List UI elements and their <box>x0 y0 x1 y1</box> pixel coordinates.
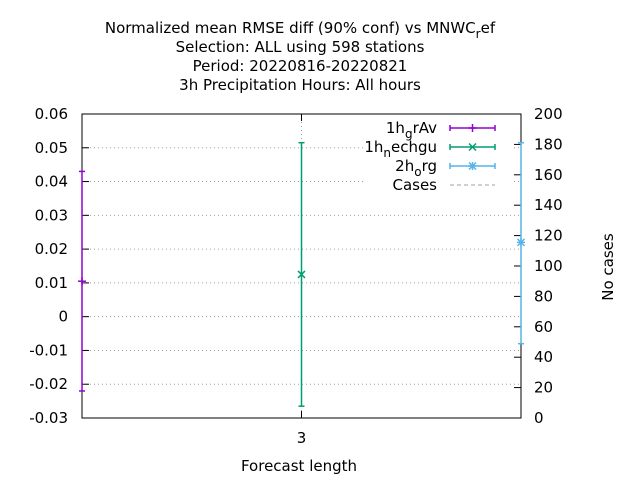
error-bar-1h_nechgu <box>297 141 306 407</box>
legend-label: 2horg <box>395 157 437 179</box>
y-tick-label: 0 <box>58 308 68 326</box>
y2-tick-label: 40 <box>534 348 553 366</box>
y2-tick-label: 100 <box>534 257 563 275</box>
legend-label: 1hnechgu <box>364 138 437 160</box>
legend-swatch <box>449 161 496 171</box>
data-point-marker <box>297 270 306 279</box>
legend-marker <box>468 161 477 171</box>
y2-tick-label: 120 <box>534 227 563 245</box>
y2-tick-label: 180 <box>534 135 563 153</box>
y-tick-label: -0.03 <box>29 409 68 427</box>
chart-title-block: Normalized mean RMSE diff (90% conf) vs … <box>105 19 496 94</box>
chart-title-line: 3h Precipitation Hours: All hours <box>179 76 421 94</box>
y-axis-ticks: -0.03 -0.02 -0.01 0 0.01 0.02 0.03 0.04 0.05 0.06 <box>29 105 89 427</box>
y-tick-label: -0.01 <box>29 341 68 359</box>
legend-marker <box>468 124 477 132</box>
chart-title-line: Period: 20220816-20220821 <box>193 57 408 75</box>
legend-swatch <box>449 124 496 132</box>
y2-tick-label: 20 <box>534 379 553 397</box>
y-tick-label: 0.05 <box>35 139 68 157</box>
chart-title-line: Selection: ALL using 598 stations <box>176 38 425 56</box>
y2-axis-label: No cases <box>599 233 617 301</box>
y-tick-label: 0.02 <box>35 240 68 258</box>
data-point-marker <box>78 277 86 286</box>
y2-tick-label: 140 <box>534 196 563 214</box>
x-axis-label: Forecast length <box>241 457 357 475</box>
y-tick-label: 0.04 <box>35 173 68 191</box>
legend-background <box>364 118 514 194</box>
y2-tick-label: 0 <box>534 409 544 427</box>
y2-axis-ticks: 0 20 40 60 80 100 120 140 160 180 200 <box>514 105 563 427</box>
error-bar-1h_grAv <box>78 170 86 392</box>
data-point-marker <box>516 238 526 247</box>
y2-tick-label: 200 <box>534 105 563 123</box>
error-bar-2h_org <box>516 141 526 345</box>
legend-swatch <box>449 142 496 152</box>
y-tick-label: 0.03 <box>35 206 68 224</box>
legend-label: Cases <box>392 176 437 194</box>
legend-marker <box>468 142 477 152</box>
chart-title-line: Normalized mean RMSE diff (90% conf) vs … <box>105 19 496 41</box>
legend-label: 1hgrAv <box>386 119 437 141</box>
y-tick-label: 0.01 <box>35 274 68 292</box>
y-tick-label: -0.02 <box>29 375 68 393</box>
y2-tick-label: 60 <box>534 318 553 336</box>
y-tick-label: 0.06 <box>35 105 68 123</box>
x-tick-label: 3 <box>297 429 307 447</box>
x-axis-ticks: 3 <box>297 114 307 447</box>
data-marks <box>78 141 526 407</box>
y2-tick-label: 160 <box>534 166 563 184</box>
y2-tick-label: 80 <box>534 287 553 305</box>
